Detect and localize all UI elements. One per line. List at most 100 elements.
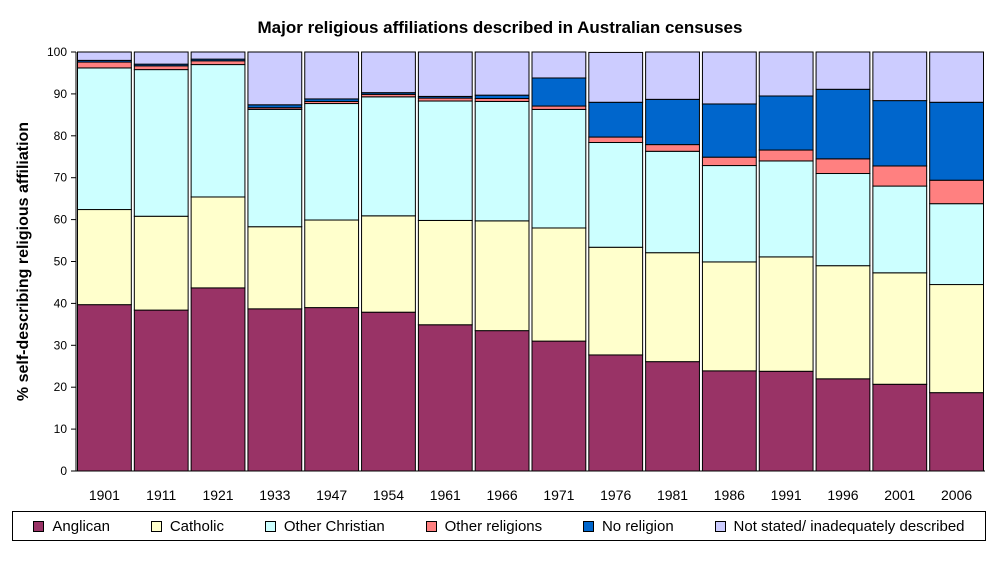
bar-segment-anglican — [701, 370, 757, 472]
bar-segment-not-stated-inadequately-described — [133, 51, 189, 65]
bar-segment-other-religions — [701, 156, 757, 167]
bar-segment-not-stated-inadequately-described — [361, 51, 416, 94]
bar-segment-other-religions — [815, 158, 871, 175]
bar-segment-no-religion — [474, 94, 530, 100]
bar-segment-other-christian — [758, 160, 814, 258]
x-tick-label: 1954 — [373, 487, 404, 503]
bar-segment-other-religions — [588, 136, 644, 144]
bar-segment-other-religions — [531, 105, 587, 110]
bar-segment-catholic — [190, 196, 246, 289]
bar-segment-other-religions — [77, 61, 132, 69]
bar-segment-other-christian — [588, 142, 644, 248]
bar-segment-catholic — [77, 209, 132, 306]
bar-segment-not-stated-inadequately-described — [474, 51, 530, 96]
bar-segment-anglican — [474, 330, 530, 472]
bar-segment-other-christian — [361, 96, 416, 217]
bar-segment-not-stated-inadequately-described — [701, 51, 757, 105]
y-tick-label: 100 — [47, 45, 67, 59]
y-tick-label: 90 — [54, 87, 68, 101]
bar-segment-no-religion — [758, 95, 814, 151]
bar-segment-catholic — [247, 226, 303, 310]
legend-item-catholic: Catholic — [150, 517, 225, 535]
legend-label: Anglican — [52, 517, 110, 535]
y-tick-label: 10 — [54, 422, 68, 436]
bar-segment-anglican — [531, 340, 587, 472]
bar-segment-not-stated-inadequately-described — [417, 51, 473, 97]
x-tick-label: 1996 — [827, 487, 858, 503]
bar-segment-anglican — [417, 324, 473, 472]
y-tick-label: 70 — [54, 171, 68, 185]
x-tick-label: 1911 — [146, 487, 176, 503]
bar-segment-catholic — [361, 215, 416, 313]
bar-segment-catholic — [304, 219, 360, 309]
legend-label: Not stated/ inadequately described — [733, 517, 965, 535]
bar-segment-not-stated-inadequately-described — [247, 51, 303, 106]
bar-segment-no-religion — [701, 103, 757, 158]
bar-segment-other-religions — [190, 60, 246, 66]
bar-segment-other-christian — [247, 108, 303, 228]
bar-segment-not-stated-inadequately-described — [588, 51, 644, 103]
bar-segment-anglican — [361, 311, 416, 472]
bar-segment-anglican — [247, 308, 303, 472]
bar-segment-catholic — [474, 220, 530, 332]
legend-label: Other religions — [444, 517, 543, 535]
legend-swatch — [714, 520, 726, 532]
bar-segment-anglican — [758, 370, 814, 472]
y-tick-label: 0 — [60, 464, 67, 478]
bar-segment-other-religions — [929, 179, 984, 205]
bar-segment-anglican — [133, 309, 189, 472]
y-tick-label: 60 — [54, 213, 68, 227]
bar-segment-anglican — [929, 392, 984, 472]
bar-segment-catholic — [588, 246, 644, 356]
bar-segment-anglican — [304, 307, 360, 472]
x-tick-label: 1971 — [543, 487, 574, 503]
legend-swatch — [582, 520, 594, 532]
x-tick-label: 1947 — [316, 487, 347, 503]
bar-segment-not-stated-inadequately-described — [758, 51, 814, 97]
legend-item-not-stated-inadequately-described: Not stated/ inadequately described — [714, 517, 965, 535]
bar-segment-catholic — [815, 265, 871, 380]
bar-segment-other-christian — [929, 203, 984, 286]
bar-segment-other-christian — [190, 64, 246, 198]
x-tick-label: 1986 — [714, 487, 745, 503]
bar-segment-no-religion — [531, 77, 587, 107]
bar-segment-other-christian — [474, 100, 530, 222]
chart-legend: Anglican Catholic Other Christian Other rel… — [12, 511, 986, 541]
legend-swatch — [264, 520, 276, 532]
bar-segment-no-religion — [872, 100, 928, 167]
legend-label: Catholic — [169, 517, 225, 535]
x-tick-label: 1981 — [657, 487, 688, 503]
bar-segment-anglican — [872, 383, 928, 472]
bar-segment-not-stated-inadequately-described — [77, 51, 132, 61]
x-tick-label: 1976 — [600, 487, 631, 503]
bar-segment-anglican — [588, 354, 644, 472]
bar-segment-other-christian — [701, 165, 757, 263]
bar-segment-anglican — [77, 304, 132, 472]
bar-segment-no-religion — [815, 88, 871, 160]
stacked-bar-chart: 0 10 20 30 40 50 60 70 80 90 100 % self-describing … — [15, 45, 985, 503]
y-tick-label: 80 — [54, 129, 68, 143]
bar-segment-not-stated-inadequately-described — [872, 51, 928, 102]
bar-segment-other-christian — [77, 67, 132, 211]
bar-segment-catholic — [872, 272, 928, 385]
legend-label: Other Christian — [283, 517, 385, 535]
legend-label: No religion — [601, 517, 674, 535]
legend-swatch — [33, 520, 45, 532]
bar-segment-catholic — [133, 215, 189, 311]
bar-segment-other-religions — [645, 144, 700, 152]
y-tick-label: 50 — [54, 255, 68, 269]
y-tick-label: 20 — [54, 380, 68, 394]
bar-segment-other-religions — [133, 65, 189, 71]
bar-segment-catholic — [417, 219, 473, 326]
bar-segment-anglican — [190, 287, 246, 472]
legend-item-other-christian: Other Christian — [264, 517, 385, 535]
bar-segment-catholic — [929, 284, 984, 394]
bar-segment-other-christian — [531, 108, 587, 229]
legend-item-other-religions: Other religions — [425, 517, 543, 535]
bar-segment-not-stated-inadequately-described — [815, 51, 871, 90]
bar-segment-no-religion — [588, 101, 644, 138]
x-tick-label: 1933 — [259, 487, 290, 503]
legend-item-no-religion: No religion — [582, 517, 674, 535]
bar-segment-other-christian — [815, 173, 871, 267]
x-tick-label: 2001 — [884, 487, 915, 503]
